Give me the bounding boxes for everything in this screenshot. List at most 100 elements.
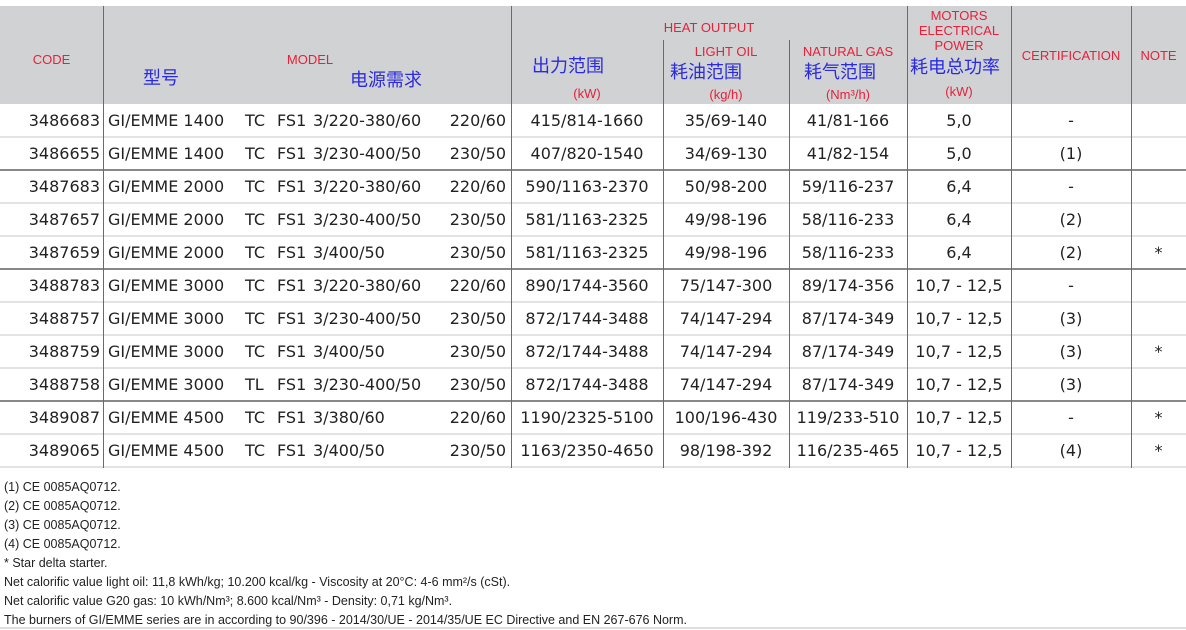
- table-header: [0, 6, 1186, 104]
- cell-aux: 230/50: [449, 210, 506, 229]
- footnote: The burners of GI/EMME series are in acc…: [4, 613, 687, 627]
- cell-note: [1131, 303, 1186, 334]
- cell-note: [1131, 204, 1186, 235]
- cell-fs: FS1: [277, 111, 307, 130]
- cell-cert: -: [1068, 408, 1074, 427]
- cell-code: 3489087: [28, 408, 100, 427]
- footnote: Net calorific value light oil: 11,8 kWh/…: [4, 575, 511, 589]
- header-natural-gas: NATURAL GAS: [802, 44, 894, 59]
- cell-model: GI/EMME 3000: [108, 276, 225, 295]
- cell-oil: 74/147-294: [679, 309, 773, 328]
- cell-fs: FS1: [277, 309, 307, 328]
- cell-fs: FS1: [277, 375, 307, 394]
- cell-model: GI/EMME 1400: [108, 111, 225, 130]
- cell-note: [1131, 270, 1186, 301]
- cell-type: TC: [245, 408, 266, 427]
- cell-supply: 3/220-380/60: [313, 111, 422, 130]
- header-code: CODE: [32, 52, 71, 67]
- column-divider: [1131, 6, 1132, 468]
- cell-oil: 100/196-430: [674, 408, 778, 427]
- cell-supply: 3/400/50: [313, 243, 385, 262]
- cell-note: [1131, 138, 1186, 169]
- cell-output: 872/1744-3488: [525, 375, 649, 394]
- header-gas-unit: (Nm³/h): [825, 87, 871, 102]
- annotation-supply-cn: 电源需求: [350, 70, 422, 91]
- cell-oil: 98/198-392: [679, 441, 773, 460]
- cell-cert: (3): [1059, 342, 1083, 361]
- cell-supply: 3/400/50: [313, 441, 385, 460]
- cell-oil: 49/98-196: [684, 243, 768, 262]
- header-heat-output: HEAT OUTPUT: [663, 20, 755, 35]
- cell-power: 5,0: [946, 144, 972, 163]
- cell-type: TC: [245, 309, 266, 328]
- header-model: MODEL: [286, 52, 334, 67]
- cell-code: 3488783: [28, 276, 100, 295]
- footnote: (3) CE 0085AQ0712.: [4, 518, 121, 532]
- table-row: 3487659 GI/EMME 2000 TC FS1 3/400/50 230/50 58…: [0, 237, 1186, 270]
- cell-aux: 230/50: [449, 441, 506, 460]
- annotation-model-cn: 型号: [143, 68, 179, 89]
- footnote: (1) CE 0085AQ0712.: [4, 480, 121, 494]
- header-note: NOTE: [1140, 48, 1177, 63]
- cell-gas: 116/235-465: [796, 441, 900, 460]
- cell-model: GI/EMME 3000: [108, 375, 225, 394]
- cell-aux: 220/60: [449, 408, 506, 427]
- cell-code: 3488757: [28, 309, 100, 328]
- table-row: 3488757 GI/EMME 3000 TC FS1 3/230-400/50 230/…: [0, 303, 1186, 336]
- cell-note: [1131, 105, 1186, 136]
- cell-oil: 49/98-196: [684, 210, 768, 229]
- cell-type: TC: [245, 276, 266, 295]
- cell-supply: 3/230-400/50: [313, 210, 422, 229]
- cell-gas: 87/174-349: [801, 342, 895, 361]
- cell-gas: 58/116-233: [801, 243, 895, 262]
- cell-supply: 3/230-400/50: [313, 375, 422, 394]
- cell-note: [1131, 171, 1186, 202]
- cell-supply: 3/230-400/50: [313, 144, 422, 163]
- cell-gas: 41/82-154: [806, 144, 890, 163]
- cell-aux: 230/50: [449, 342, 506, 361]
- cell-note: *: [1154, 342, 1163, 361]
- cell-aux: 230/50: [449, 144, 506, 163]
- header-light-oil: LIGHT OIL: [694, 44, 758, 59]
- cell-code: 3488759: [28, 342, 100, 361]
- annotation-output-cn: 出力范围: [532, 56, 604, 77]
- header-motors: MOTORS: [930, 8, 988, 23]
- cell-oil: 34/69-130: [684, 144, 768, 163]
- cell-cert: (3): [1059, 309, 1083, 328]
- annotation-power-cn: 耗电总功率: [910, 57, 1000, 78]
- cell-code: 3487659: [28, 243, 100, 262]
- cell-model: GI/EMME 1400: [108, 144, 225, 163]
- cell-output: 890/1744-3560: [525, 276, 649, 295]
- footnote: Net calorific value G20 gas: 10 kWh/Nm³;…: [4, 594, 453, 608]
- cell-note: *: [1154, 441, 1163, 460]
- cell-gas: 41/81-166: [806, 111, 890, 130]
- cell-fs: FS1: [277, 408, 307, 427]
- cell-model: GI/EMME 4500: [108, 441, 225, 460]
- cell-code: 3486683: [28, 111, 100, 130]
- cell-fs: FS1: [277, 276, 307, 295]
- cell-model: GI/EMME 3000: [108, 342, 225, 361]
- cell-type: TC: [245, 342, 266, 361]
- cell-gas: 87/174-349: [801, 375, 895, 394]
- cell-supply: 3/380/60: [313, 408, 385, 427]
- cell-code: 3487683: [28, 177, 100, 196]
- table-row: 3488783 GI/EMME 3000 TC FS1 3/220-380/60 220/…: [0, 270, 1186, 303]
- cell-power: 10,7 - 12,5: [915, 375, 1003, 394]
- table-row: 3487683 GI/EMME 2000 TC FS1 3/220-380/60 220/…: [0, 171, 1186, 204]
- footnote: (4) CE 0085AQ0712.: [4, 537, 121, 551]
- cell-type: TC: [245, 210, 266, 229]
- cell-power: 6,4: [946, 177, 972, 196]
- cell-output: 407/820-1540: [530, 144, 644, 163]
- cell-power: 6,4: [946, 243, 972, 262]
- cell-cert: (4): [1059, 441, 1083, 460]
- cell-power: 5,0: [946, 111, 972, 130]
- cell-oil: 74/147-294: [679, 342, 773, 361]
- cell-output: 581/1163-2325: [525, 210, 649, 229]
- header-oil-unit: (kg/h): [709, 87, 743, 102]
- cell-note: *: [1154, 408, 1163, 427]
- cell-note: [1131, 369, 1186, 400]
- cell-cert: -: [1068, 177, 1074, 196]
- cell-type: TC: [245, 441, 266, 460]
- cell-output: 415/814-1660: [530, 111, 644, 130]
- cell-fs: FS1: [277, 342, 307, 361]
